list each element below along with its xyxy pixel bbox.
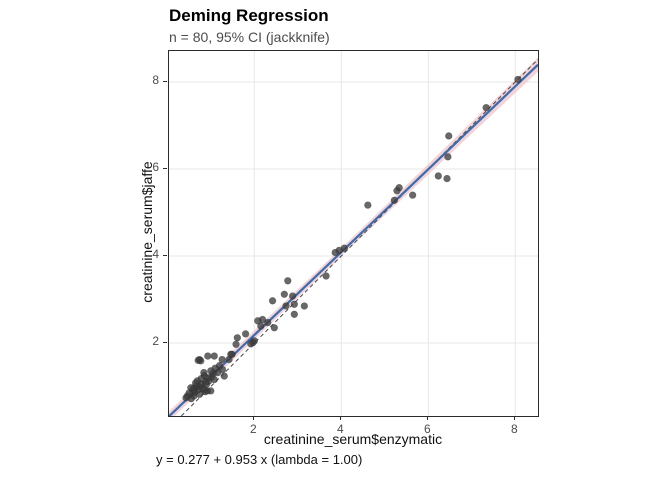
y-tick-mark (163, 81, 167, 82)
x-tick-mark (427, 416, 429, 420)
data-point (268, 297, 277, 305)
data-point (204, 352, 212, 360)
data-point (290, 310, 299, 318)
data-point (241, 330, 250, 338)
data-point (218, 355, 226, 364)
x-axis-title: creatinine_serum$enzymatic (263, 431, 443, 447)
data-point (182, 394, 190, 402)
identity-line (180, 58, 538, 416)
data-point (232, 340, 240, 349)
data-point (207, 367, 215, 375)
regression-line (169, 63, 538, 416)
x-tick-mark (514, 416, 516, 420)
data-point (434, 172, 443, 180)
data-point (390, 196, 399, 205)
x-tick-label: 2 (249, 422, 257, 436)
data-point (408, 191, 417, 199)
data-point (514, 75, 522, 84)
data-point (225, 355, 233, 364)
regression-equation-caption: y = 0.277 + 0.953 x (lambda = 1.00) (156, 452, 363, 467)
y-tick-label: 4 (152, 247, 159, 261)
y-tick-label: 2 (152, 334, 159, 348)
x-tick-label: 4 (336, 422, 344, 436)
data-point (200, 368, 208, 377)
y-tick-mark (163, 168, 167, 169)
scatter-plot-canvas (169, 51, 538, 416)
x-tick-label: 6 (423, 422, 431, 436)
data-point (194, 356, 202, 365)
data-point (233, 334, 242, 342)
data-point (282, 302, 290, 310)
plot-subtitle: n = 80, 95% CI (jackknife) (169, 29, 330, 45)
data-point (257, 322, 265, 330)
x-tick-mark (340, 416, 342, 420)
y-tick-mark (163, 342, 167, 343)
data-point (220, 372, 228, 380)
data-point (444, 153, 452, 161)
x-tick-mark (253, 416, 255, 420)
data-point (322, 272, 330, 280)
data-point (393, 187, 401, 195)
data-point (364, 201, 372, 209)
x-tick-label: 8 (510, 422, 518, 436)
data-point (300, 302, 309, 310)
y-tick-label: 6 (152, 160, 159, 174)
data-point (482, 103, 490, 112)
data-point (270, 324, 279, 332)
data-point (264, 318, 272, 327)
y-axis-title: creatinine_serum$jaffe (139, 161, 155, 303)
plot-panel (168, 50, 539, 417)
y-tick-label: 8 (152, 73, 159, 87)
data-point (247, 340, 255, 348)
data-point (331, 248, 339, 257)
data-point (443, 174, 451, 183)
plot-title: Deming Regression (169, 6, 329, 25)
data-point (280, 290, 289, 298)
data-point (210, 352, 218, 360)
y-tick-mark (163, 255, 167, 256)
data-point (445, 132, 453, 140)
data-point (288, 292, 297, 300)
data-point (284, 277, 292, 285)
data-point (254, 317, 262, 325)
data-point (290, 300, 299, 308)
